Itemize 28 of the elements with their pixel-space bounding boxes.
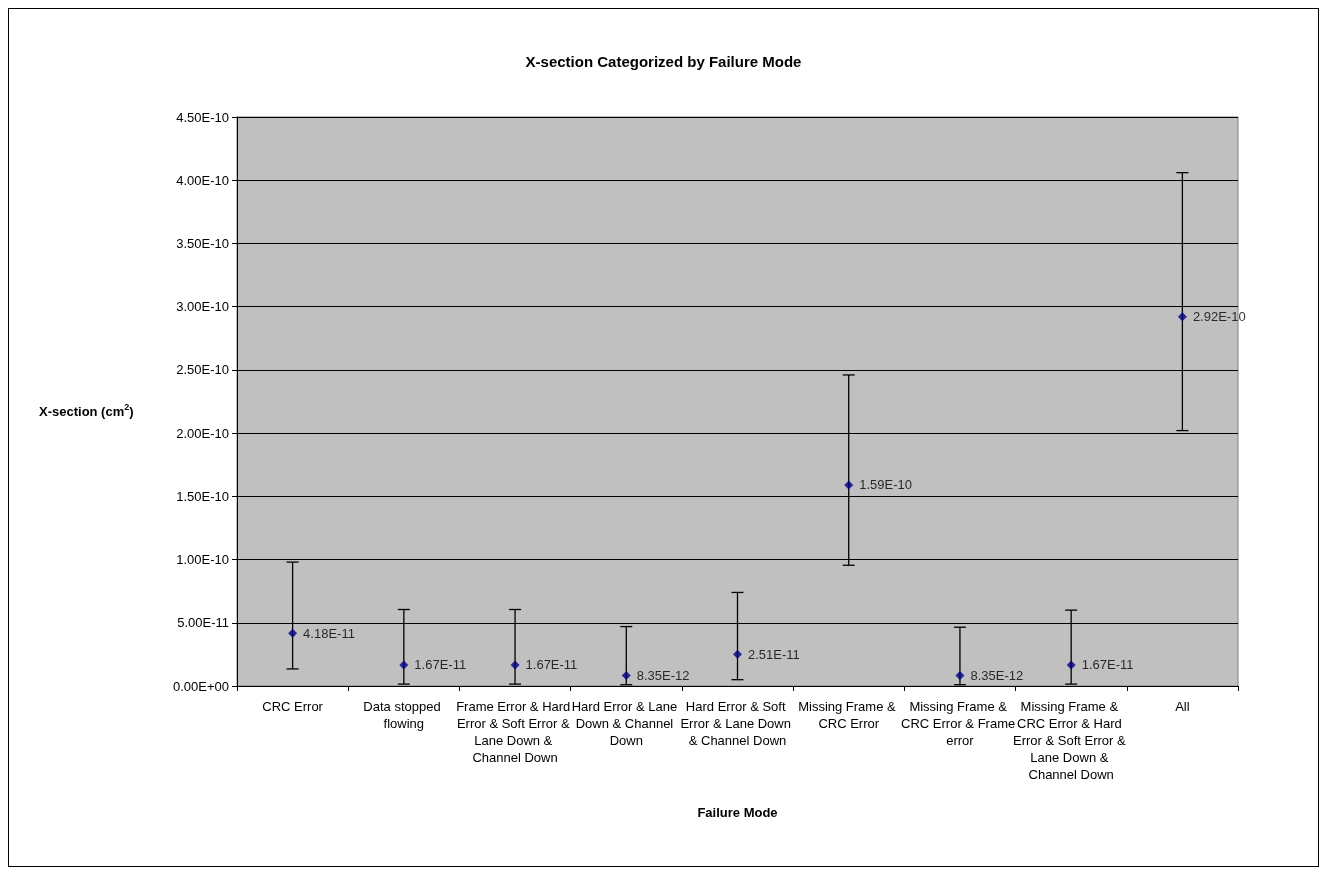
data-label: 1.59E-10: [859, 477, 912, 493]
x-tick-label: Data stopped flowing: [363, 699, 445, 731]
data-label: 4.18E-11: [303, 625, 355, 641]
y-tick-label: 4.00E-10: [176, 172, 229, 188]
x-tick-label: Frame Error & Hard Error & Soft Error & Lane Down & Channel Down: [456, 699, 574, 765]
y-tick-label: 1.00E-10: [176, 552, 229, 568]
data-label: 1.67E-11: [414, 657, 467, 673]
data-label: 2.51E-11: [748, 646, 800, 662]
x-tick-label: Hard Error & Soft Error & Lane Down & Channel Down: [680, 699, 795, 748]
x-tick-label: All: [1175, 699, 1190, 714]
x-axis-title: Failure Mode: [697, 805, 778, 820]
data-label: 1.67E-11: [1081, 657, 1134, 673]
y-tick-label: 2.00E-10: [176, 425, 229, 441]
y-tick-label: 4.50E-10: [176, 109, 229, 125]
y-tick-label: 3.50E-10: [176, 235, 229, 251]
y-tick-label: 0.00E+00: [172, 678, 229, 694]
data-label: 8.35E-12: [636, 667, 690, 683]
y-tick-label: 1.50E-10: [176, 488, 229, 504]
x-tick-label: CRC Error: [262, 699, 324, 714]
y-tick-label: 2.50E-10: [176, 362, 229, 378]
data-label: 2.92E-10: [1192, 309, 1246, 325]
x-tick-label: Hard Error & Lane Down & Channel Down: [571, 699, 681, 748]
y-tick-label: 3.00E-10: [176, 299, 229, 315]
data-label: 1.67E-11: [525, 657, 578, 673]
y-tick-label: 5.00E-11: [177, 615, 229, 631]
data-label: 8.35E-12: [970, 667, 1024, 683]
chart-title: X-section Categorized by Failure Mode: [525, 53, 802, 70]
x-tick-label: Missing Frame & CRC Error: [798, 699, 900, 731]
